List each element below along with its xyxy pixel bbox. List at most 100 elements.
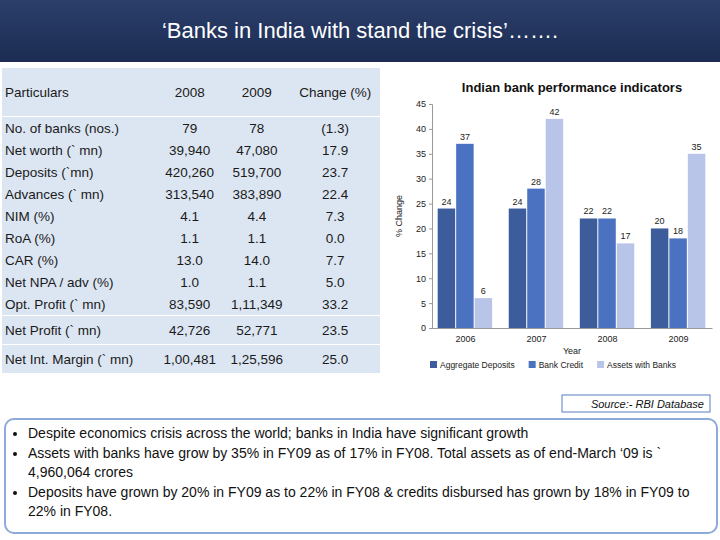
bar [651, 228, 668, 328]
x-tick: 2006 [455, 328, 475, 344]
x-tick: 2009 [669, 328, 689, 344]
data-label: 42 [549, 107, 559, 117]
y-tick: 10 [416, 274, 432, 284]
y-tick-label: 35 [416, 149, 426, 159]
x-axis: 2006 2007 2008 2009 [433, 328, 713, 344]
y-tick-mark [429, 179, 432, 180]
y-tick-mark [429, 253, 432, 254]
table-row: Net Profit (` mn)42,72652,77123.5 [2, 316, 380, 345]
table-row: Opt. Profit (` mn)83,5901,11,34933.2 [2, 293, 380, 316]
legend-item: Aggregate Deposits [430, 360, 515, 370]
table-cell: 47,080 [223, 139, 290, 161]
table-row: Advances (` mn)313,540383,89022.4 [2, 183, 380, 205]
table-cell: (1.3) [290, 117, 380, 140]
y-tick: 45 [416, 99, 432, 109]
table-cell: 83,590 [156, 293, 223, 316]
table-header-cell: 2008 [156, 68, 223, 117]
y-axis-title: % Change [394, 195, 404, 237]
table-row: Net Int. Margin (` mn)1,00,4811,25,59625… [2, 345, 380, 374]
table-cell: 313,540 [156, 183, 223, 205]
table-cell: 25.0 [290, 345, 380, 374]
table-header-cell: Change (%) [290, 68, 380, 117]
bars [438, 119, 706, 328]
table-cell: 383,890 [223, 183, 290, 205]
bar [438, 209, 455, 328]
y-tick-label: 10 [416, 274, 426, 284]
bar [617, 243, 634, 328]
table-cell: Opt. Profit (` mn) [2, 293, 156, 316]
bar [546, 119, 563, 328]
table-cell: 1,00,481 [156, 345, 223, 374]
data-label: 22 [602, 206, 612, 216]
legend-label: Bank Credit [539, 360, 584, 370]
bullet-item: Despite economics crisis across the worl… [28, 424, 706, 443]
table-cell: 420,260 [156, 161, 223, 183]
y-tick-label: 15 [416, 249, 426, 259]
y-tick-mark [429, 228, 432, 229]
data-label: 37 [460, 132, 470, 142]
table-cell: 52,771 [223, 316, 290, 345]
data-label: 24 [441, 197, 451, 207]
table-cell: NIM (%) [2, 205, 156, 227]
data-label: 28 [531, 177, 541, 187]
data-label: 24 [512, 197, 522, 207]
y-tick-mark [429, 328, 432, 329]
legend-item: Bank Credit [529, 360, 584, 370]
bullet-box: Despite economics crisis across the worl… [4, 418, 718, 534]
y-tick: 25 [416, 199, 432, 209]
table-row: Net NPA / adv (%)1.01.15.0 [2, 271, 380, 293]
y-axis: 051015202530354045 [416, 99, 433, 333]
table-cell: 0.0 [290, 227, 380, 249]
y-tick-mark [429, 204, 432, 205]
table-cell: 519,700 [223, 161, 290, 183]
table-cell: 4.1 [156, 205, 223, 227]
y-axis-line [429, 105, 433, 329]
y-tick-label: 25 [416, 199, 426, 209]
table-cell: 17.9 [290, 139, 380, 161]
bullet-list: Despite economics crisis across the worl… [16, 424, 706, 521]
table-cell: 1.1 [223, 227, 290, 249]
x-tick-label: 2006 [455, 334, 475, 344]
table-cell: Net NPA / adv (%) [2, 271, 156, 293]
table-cell: 14.0 [223, 249, 290, 271]
y-tick: 15 [416, 249, 432, 259]
chart-title: Indian bank performance indicators [462, 80, 682, 95]
x-tick-label: 2008 [598, 334, 618, 344]
legend-swatch [430, 361, 437, 368]
slide-title: ‘Banks in India with stand the crisis’……… [0, 0, 720, 62]
data-table: Particulars20082009Change (%)No. of bank… [2, 68, 380, 373]
x-axis-title: Year [563, 346, 581, 356]
y-tick: 5 [421, 298, 432, 308]
legend-label: Assets with Banks [607, 360, 676, 370]
y-tick: 40 [416, 124, 432, 134]
y-tick-label: 20 [416, 224, 426, 234]
table-row: RoA (%)1.11.10.0 [2, 227, 380, 249]
bar [669, 238, 686, 328]
data-labels: 24242220372822186421735 [441, 107, 701, 296]
table-cell: 7.3 [290, 205, 380, 227]
table-cell: Deposits (`mn) [2, 161, 156, 183]
legend-item: Assets with Banks [597, 360, 676, 370]
y-tick-label: 30 [416, 174, 426, 184]
table-cell: 13.0 [156, 249, 223, 271]
bar [598, 218, 615, 328]
x-axis-line [433, 328, 713, 329]
table-row: No. of banks (nos.)7978(1.3) [2, 117, 380, 140]
table-header-cell: Particulars [2, 68, 156, 117]
y-tick-label: 40 [416, 124, 426, 134]
data-label: 20 [655, 216, 665, 226]
bullet-item: Deposits have grown by 20% in FY09 as to… [28, 483, 706, 521]
x-tick-label: 2007 [526, 334, 546, 344]
table-cell: Advances (` mn) [2, 183, 156, 205]
y-tick-mark [429, 154, 432, 155]
table-cell: 78 [223, 117, 290, 140]
y-tick: 20 [416, 224, 432, 234]
table-header-row: Particulars20082009Change (%) [2, 68, 380, 117]
table-row: CAR (%)13.014.07.7 [2, 249, 380, 271]
y-tick: 35 [416, 149, 432, 159]
y-tick-mark [429, 104, 432, 105]
x-tick: 2007 [526, 328, 546, 344]
y-tick-mark [429, 278, 432, 279]
table-cell: 79 [156, 117, 223, 140]
table-cell: 39,940 [156, 139, 223, 161]
